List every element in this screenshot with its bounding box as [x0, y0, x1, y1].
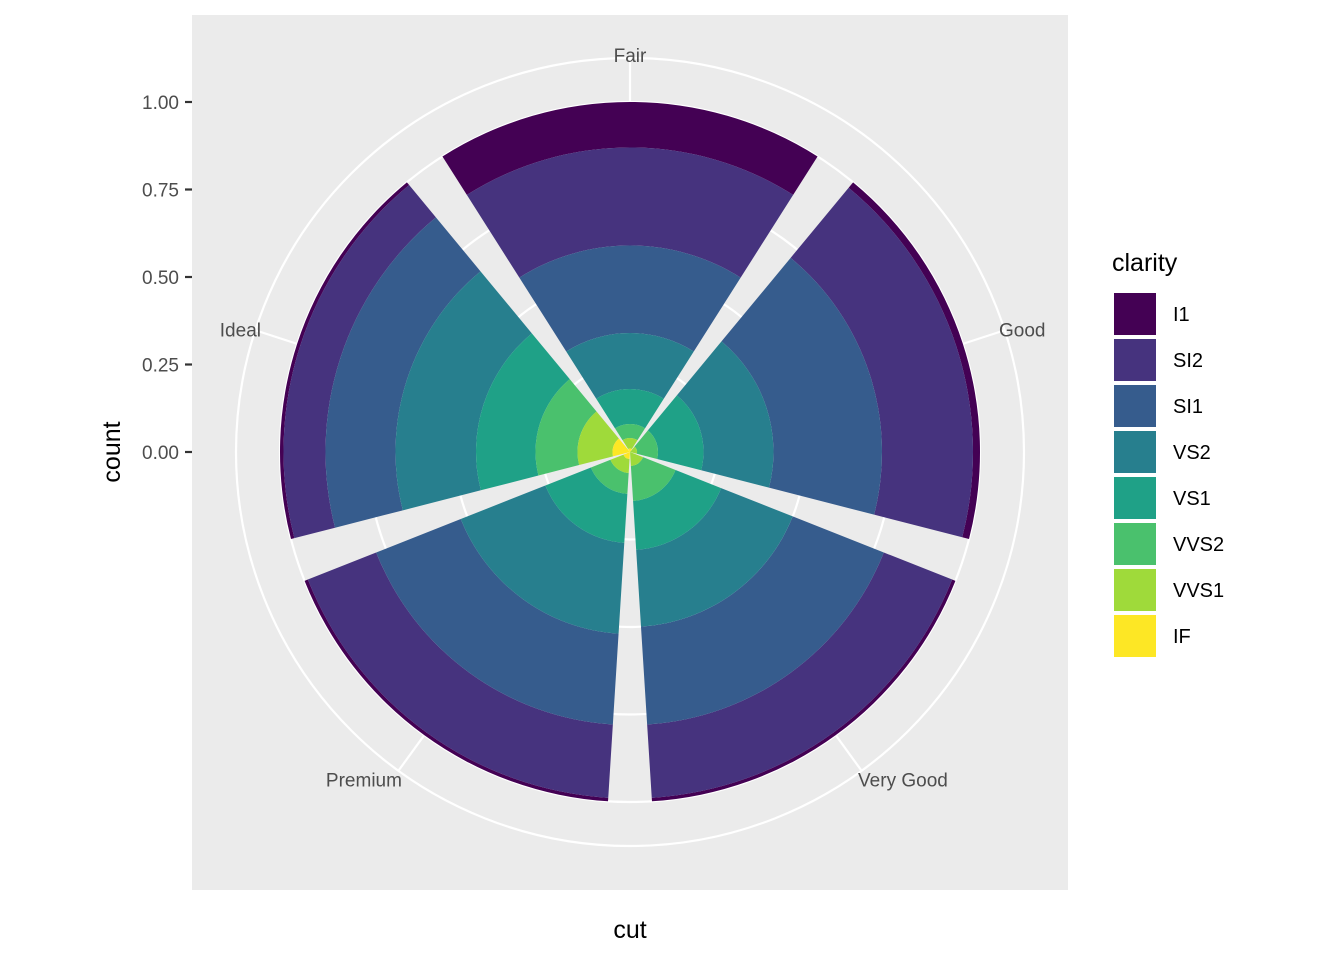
legend-key-vs2: [1112, 429, 1158, 475]
bar-segment-fair-vs1: [596, 389, 664, 429]
category-label-premium: Premium: [326, 770, 402, 791]
y-tick-label: 0.25: [142, 356, 179, 377]
category-label-ideal: Ideal: [220, 321, 261, 342]
bar-segment-ideal-if: [612, 438, 630, 457]
bar-segment-good-vs1: [647, 395, 704, 471]
bar-segment-fair-vvs2: [614, 424, 646, 441]
bar-segment-ideal-si1: [325, 217, 481, 528]
legend-title: clarity: [1112, 249, 1178, 277]
legend-key-si2: [1112, 337, 1158, 383]
bar-segment-very-good-si1: [640, 516, 884, 725]
bar-segment-ideal-i1: [280, 182, 410, 540]
y-tick-label: 0.00: [142, 443, 179, 464]
bar-segment-premium-si2: [307, 552, 613, 798]
bar-segment-fair-i1: [442, 102, 818, 195]
bar-segment-premium-si1: [376, 518, 619, 725]
bar-segment-fair-si2: [466, 147, 794, 278]
category-label-layer: Fair Good Very Good Premium Ideal: [220, 46, 1046, 791]
legend-label-si2: SI2: [1173, 350, 1203, 372]
y-axis-title: count: [98, 421, 126, 482]
legend-key-i1: [1112, 291, 1158, 337]
legend-label-vvs1: VVS1: [1173, 580, 1224, 602]
x-axis-title: cut: [613, 916, 646, 944]
bar-segment-fair-if: [628, 448, 632, 452]
bar-segment-ideal-si2: [283, 185, 436, 539]
bar-segment-ideal-vvs2: [535, 379, 597, 476]
bar-segment-fair-si1: [519, 245, 741, 352]
bar-segment-very-good-vvs1: [630, 452, 644, 466]
legend-label-i1: I1: [1173, 304, 1190, 326]
legend-key-vvs2: [1112, 521, 1158, 567]
bar-segment-good-vvs1: [630, 446, 638, 454]
bar-segment-fair-vvs1: [622, 437, 638, 450]
bar-segment-premium-vs1: [545, 467, 628, 543]
bar-segment-ideal-vvs1: [577, 411, 619, 466]
category-label-very-good: Very Good: [858, 770, 948, 791]
bar-segment-ideal-vs1: [476, 333, 570, 491]
bar-layer: [280, 102, 980, 802]
y-tick-label: 1.00: [142, 93, 179, 114]
bar-segment-good-si2: [790, 187, 973, 538]
legend-label-vvs2: VVS2: [1173, 534, 1224, 556]
bar-segment-good-i1: [848, 182, 980, 540]
bar-segment-very-good-vvs2: [630, 457, 676, 501]
legend-label-vs2: VS2: [1173, 442, 1211, 464]
legend-key-if: [1112, 613, 1158, 659]
legend: clarity I1 SI2 SI1 VS2 VS1 VVS2 VVS1 IF: [1112, 249, 1224, 659]
y-axis: 0.00 0.25 0.50 0.75 1.00: [142, 93, 192, 464]
bar-segment-premium-vs2: [460, 485, 625, 634]
bar-segment-fair-vs2: [566, 333, 694, 399]
bar-segment-very-good-vs2: [636, 488, 793, 627]
bar-segment-good-vs2: [676, 341, 774, 488]
bar-segment-premium-if: [623, 452, 630, 459]
legend-key-vs1: [1112, 475, 1158, 521]
legend-key-si1: [1112, 383, 1158, 429]
legend-label-si1: SI1: [1173, 396, 1203, 418]
bar-segment-very-good-si2: [647, 552, 953, 798]
y-tick-label: 0.75: [142, 181, 179, 202]
bar-segment-good-si1: [721, 257, 882, 515]
legend-label-if: IF: [1173, 626, 1191, 648]
bar-segment-ideal-vs2: [395, 271, 532, 511]
bar-segment-premium-vvs2: [590, 459, 629, 494]
y-tick-label: 0.50: [142, 268, 179, 289]
legend-label-vs1: VS1: [1173, 488, 1211, 510]
category-label-good: Good: [999, 321, 1045, 342]
bar-segment-good-vvs2: [634, 430, 658, 459]
bar-segment-premium-vvs1: [610, 454, 630, 473]
legend-key-vvs1: [1112, 567, 1158, 613]
category-label-fair: Fair: [614, 46, 647, 67]
bar-segment-very-good-vs1: [633, 470, 722, 550]
